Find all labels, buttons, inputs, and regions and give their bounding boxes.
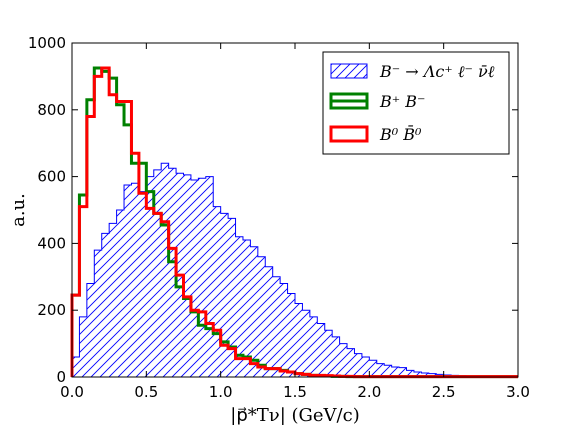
y-tick-label: 800	[37, 101, 66, 119]
x-tick-label: 0.0	[60, 383, 84, 401]
legend-label-series-1: B⁻ → Λc⁺ ℓ⁻ ν̄ℓ	[379, 62, 495, 81]
legend: B⁻ → Λc⁺ ℓ⁻ ν̄ℓ B⁺ B⁻ B⁰ B̄⁰	[322, 51, 510, 155]
series-hatched-histogram	[71, 162, 519, 378]
y-tick-label: 600	[37, 168, 66, 186]
x-tick-label: 0.5	[134, 383, 158, 401]
x-tick-label: 2.5	[432, 383, 456, 401]
legend-label-series-2: B⁺ B⁻	[379, 92, 426, 111]
legend-swatch-hatched	[330, 63, 368, 79]
x-axis-label: |p⃗*Tν| (GeV/c)	[230, 405, 359, 426]
y-tick-label: 200	[37, 301, 66, 319]
axis-ticks: 0.0 0.5 1.0 1.5 2.0 2.5 3.0 0 200 400 600 800 1000	[28, 34, 530, 401]
y-tick-label: 1000	[28, 34, 66, 52]
legend-swatch-green-box	[329, 92, 369, 110]
legend-label-series-3: B⁰ B̄⁰	[379, 123, 422, 144]
x-tick-label: 2.0	[357, 383, 381, 401]
x-tick-label: 3.0	[506, 383, 530, 401]
x-tick-label: 1.0	[209, 383, 233, 401]
y-axis-label: a.u.	[8, 193, 29, 227]
y-tick-label: 0	[56, 368, 66, 386]
hatched-series-layer	[71, 162, 519, 378]
y-tick-label: 400	[37, 234, 66, 252]
x-tick-label: 1.5	[283, 383, 307, 401]
legend-swatch-red-box	[329, 125, 369, 143]
